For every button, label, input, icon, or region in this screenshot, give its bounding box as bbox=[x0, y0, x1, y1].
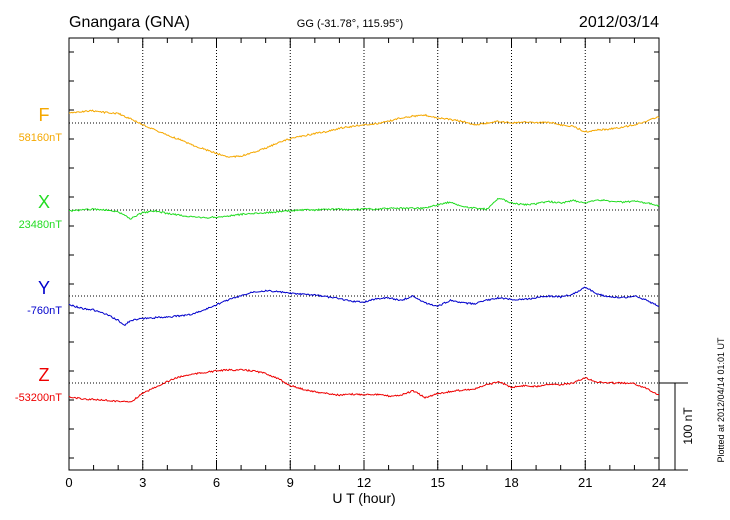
series-line-y bbox=[68, 286, 660, 327]
x-tick-label-18: 18 bbox=[504, 475, 518, 490]
station-title: Gnangara (GNA) bbox=[69, 14, 190, 31]
baseline-label-x: 23480nT bbox=[19, 219, 63, 231]
date-label: 2012/03/14 bbox=[579, 14, 659, 31]
series-label-x: X bbox=[38, 192, 50, 212]
x-tick-label-6: 6 bbox=[213, 475, 220, 490]
x-tick-label-9: 9 bbox=[287, 475, 294, 490]
series-label-y: Y bbox=[38, 278, 50, 298]
x-tick-label-21: 21 bbox=[578, 475, 592, 490]
series-label-z: Z bbox=[39, 365, 50, 385]
series-line-z bbox=[68, 368, 660, 403]
x-axis-label: U T (hour) bbox=[332, 490, 395, 506]
baselines bbox=[69, 122, 659, 384]
series-line-x bbox=[69, 197, 660, 220]
scale-bar-label: 100 nT bbox=[681, 407, 695, 445]
axis-ticks bbox=[68, 38, 660, 470]
x-tick-label-0: 0 bbox=[65, 475, 72, 490]
series-line-f bbox=[68, 109, 660, 158]
series-lines bbox=[68, 109, 660, 403]
station-coords: GG (-31.78°, 115.95°) bbox=[297, 18, 403, 30]
plotted-at-note: Plotted at 2012/04/14 01:01 UT bbox=[716, 337, 726, 463]
x-tick-label-15: 15 bbox=[431, 475, 445, 490]
grid-lines bbox=[142, 38, 586, 470]
x-tick-label-24: 24 bbox=[652, 475, 666, 490]
baseline-label-f: 58160nT bbox=[19, 132, 63, 144]
x-tick-labels: 0 3 6 9 12 15 18 21 24 bbox=[65, 475, 666, 490]
series-labels: F 58160nT X 23480nT Y -760nT Z -53200nT bbox=[15, 105, 62, 404]
scale-bar bbox=[659, 382, 688, 471]
baseline-label-z: -53200nT bbox=[15, 392, 62, 404]
series-label-f: F bbox=[39, 105, 50, 125]
x-tick-label-3: 3 bbox=[139, 475, 146, 490]
x-tick-label-12: 12 bbox=[357, 475, 371, 490]
baseline-label-y: -760nT bbox=[27, 305, 62, 317]
